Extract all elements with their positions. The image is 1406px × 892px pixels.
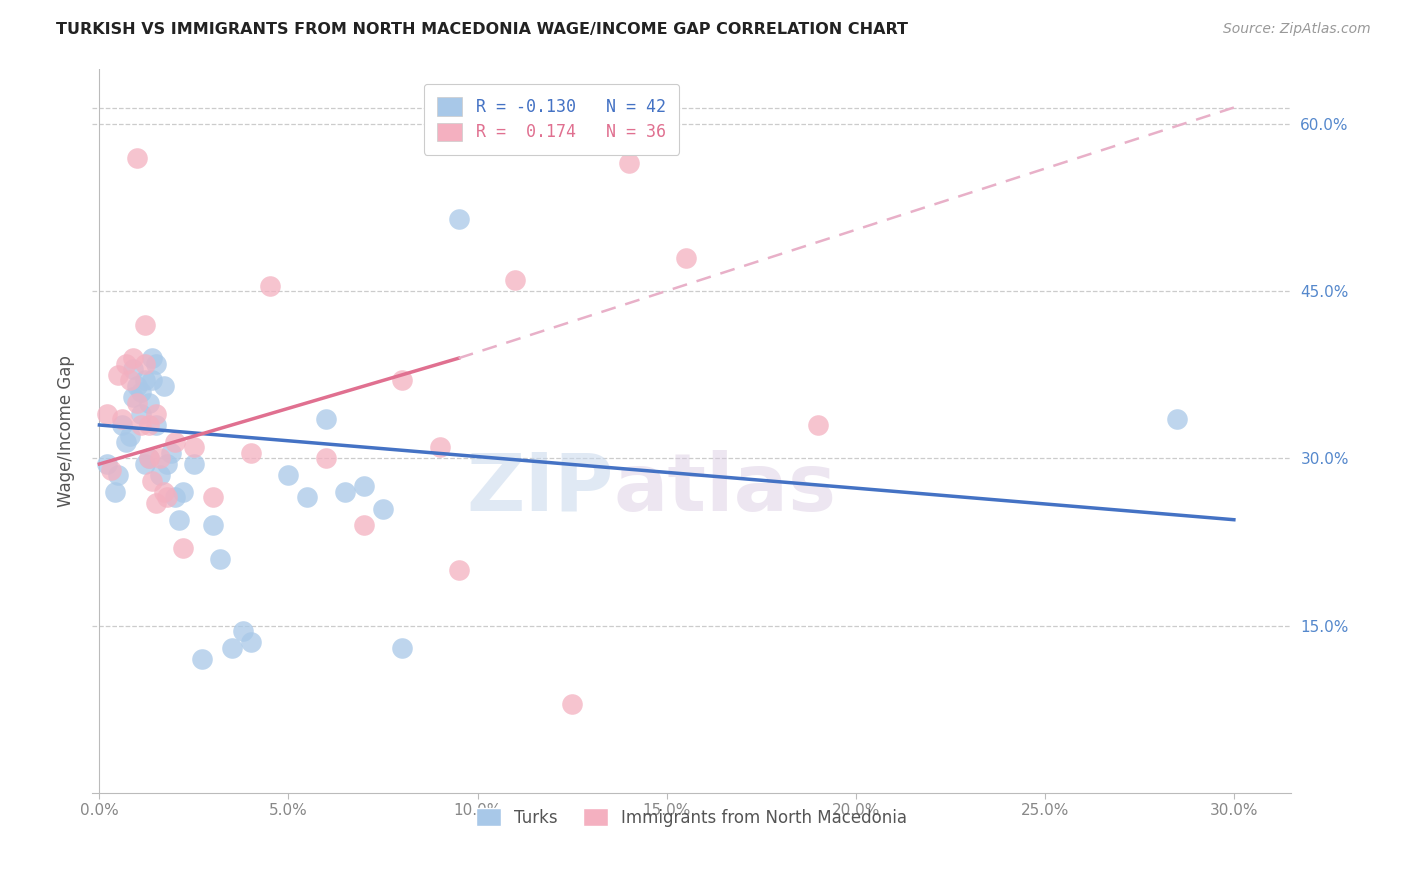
Point: [183, 440, 205, 454]
Point: [239, 446, 262, 460]
Point: [96, 457, 118, 471]
Point: [156, 491, 179, 505]
Point: [429, 440, 451, 454]
Point: [172, 484, 194, 499]
Point: [201, 491, 224, 505]
Point: [115, 357, 138, 371]
Point: [447, 211, 470, 226]
Point: [160, 446, 183, 460]
Point: [134, 357, 156, 371]
Point: [141, 374, 163, 388]
Point: [138, 451, 160, 466]
Point: [111, 417, 134, 432]
Point: [127, 151, 149, 165]
Point: [163, 434, 186, 449]
Legend: Turks, Immigrants from North Macedonia: Turks, Immigrants from North Macedonia: [467, 799, 915, 835]
Point: [111, 412, 134, 426]
Point: [145, 496, 167, 510]
Point: [122, 351, 145, 366]
Point: [145, 407, 167, 421]
Point: [201, 518, 224, 533]
Point: [561, 697, 583, 711]
Point: [163, 491, 186, 505]
Point: [617, 156, 640, 170]
Point: [134, 374, 156, 388]
Point: [183, 457, 205, 471]
Point: [391, 640, 413, 655]
Point: [134, 318, 156, 332]
Point: [807, 417, 830, 432]
Point: [122, 390, 145, 404]
Point: [145, 357, 167, 371]
Point: [107, 368, 129, 382]
Point: [134, 457, 156, 471]
Point: [115, 434, 138, 449]
Point: [172, 541, 194, 555]
Point: [138, 417, 160, 432]
Text: atlas: atlas: [613, 450, 837, 527]
Point: [1166, 412, 1188, 426]
Point: [141, 351, 163, 366]
Point: [353, 479, 375, 493]
Point: [152, 379, 174, 393]
Point: [122, 362, 145, 376]
Point: [353, 518, 375, 533]
Point: [141, 474, 163, 488]
Point: [232, 624, 254, 639]
Point: [391, 374, 413, 388]
Point: [127, 395, 149, 409]
Point: [371, 501, 394, 516]
Point: [190, 652, 212, 666]
Point: [127, 379, 149, 393]
Point: [315, 451, 337, 466]
Point: [96, 407, 118, 421]
Point: [505, 273, 527, 287]
Point: [156, 457, 179, 471]
Point: [149, 468, 172, 483]
Text: ZIP: ZIP: [465, 450, 613, 527]
Point: [259, 278, 281, 293]
Point: [335, 484, 357, 499]
Point: [149, 451, 172, 466]
Point: [129, 384, 152, 399]
Point: [145, 417, 167, 432]
Point: [129, 407, 152, 421]
Point: [167, 513, 190, 527]
Point: [315, 412, 337, 426]
Point: [675, 251, 697, 265]
Point: [209, 551, 232, 566]
Point: [118, 429, 141, 443]
Point: [277, 468, 299, 483]
Text: TURKISH VS IMMIGRANTS FROM NORTH MACEDONIA WAGE/INCOME GAP CORRELATION CHART: TURKISH VS IMMIGRANTS FROM NORTH MACEDON…: [56, 22, 908, 37]
Point: [138, 395, 160, 409]
Point: [239, 635, 262, 649]
Point: [100, 462, 122, 476]
Y-axis label: Wage/Income Gap: Wage/Income Gap: [58, 355, 75, 507]
Point: [152, 484, 174, 499]
Point: [221, 640, 243, 655]
Point: [138, 451, 160, 466]
Point: [103, 484, 125, 499]
Point: [297, 491, 319, 505]
Point: [118, 374, 141, 388]
Point: [447, 563, 470, 577]
Point: [129, 417, 152, 432]
Text: Source: ZipAtlas.com: Source: ZipAtlas.com: [1223, 22, 1371, 37]
Point: [107, 468, 129, 483]
